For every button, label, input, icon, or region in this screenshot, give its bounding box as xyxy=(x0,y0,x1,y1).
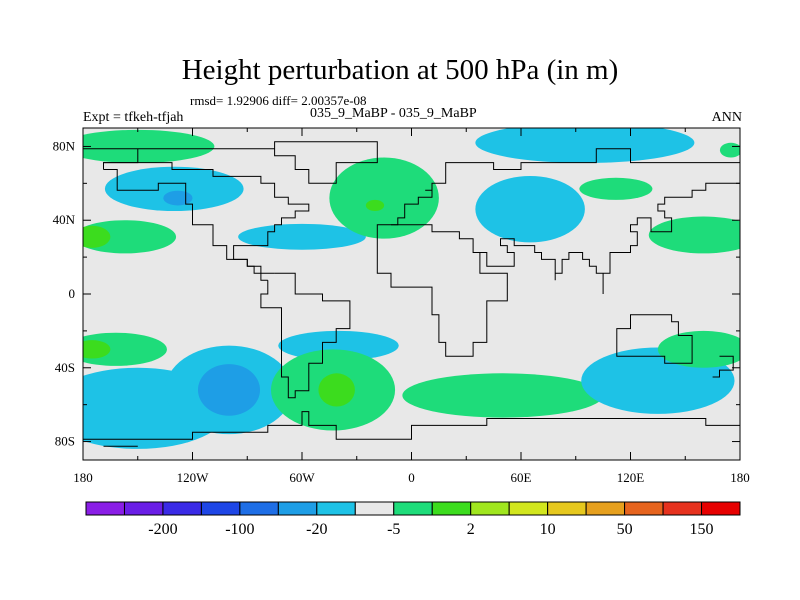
x-tick-label-1: 120W xyxy=(177,470,210,485)
experiment-label: Expt = tfkeh-tfjah xyxy=(83,110,184,125)
colorbar-swatch-15 xyxy=(662,501,703,516)
colorbar-swatch-16 xyxy=(701,501,741,516)
contour-region-21 xyxy=(402,373,604,418)
colorbar-swatch-9 xyxy=(431,501,472,516)
colorbar-label-7: 150 xyxy=(690,521,714,538)
contour-region-8 xyxy=(475,128,695,164)
x-tick-label-6: 180 xyxy=(730,470,750,485)
coastline-5 xyxy=(376,224,508,357)
colorbar-swatch-1 xyxy=(123,501,164,516)
colorbar: -200 -100 -20 -5 2 10 50 150 xyxy=(85,501,741,538)
chart-subtitle: 035_9_MaBP - 035_9_MaBP xyxy=(310,106,477,121)
colorbar-swatch-8 xyxy=(393,501,433,516)
colorbar-swatch-13 xyxy=(585,501,626,516)
contour-region-6 xyxy=(329,157,439,239)
contour-region-7 xyxy=(365,199,385,211)
stats-label: rmsd= 1.92906 diff= 2.00357e-08 xyxy=(190,93,367,108)
x-axis: 180 120W 60W 0 60E 120E 180 xyxy=(73,128,750,485)
x-tick-label-5: 120E xyxy=(617,470,645,485)
colorbar-label-2: -20 xyxy=(306,521,327,538)
colorbar-swatch-2 xyxy=(162,501,202,516)
colorbar-swatch-6 xyxy=(316,501,356,516)
contour-region-23 xyxy=(657,330,740,368)
coastline-8 xyxy=(712,355,734,378)
contour-regions xyxy=(83,128,740,449)
coastline-2 xyxy=(260,272,351,399)
colorbar-swatch-11 xyxy=(508,501,549,516)
colorbar-swatch-7 xyxy=(354,501,395,516)
contour-region-5 xyxy=(238,223,366,250)
contour-region-20 xyxy=(318,373,355,407)
coastline-0 xyxy=(83,141,378,184)
contour-region-2 xyxy=(83,129,215,164)
x-tick-label-4: 60E xyxy=(511,470,532,485)
colorbar-swatch-4 xyxy=(239,501,279,516)
colorbar-swatch-12 xyxy=(547,501,587,516)
colorbar-label-5: 10 xyxy=(540,521,556,538)
y-tick-label-3: 40S xyxy=(55,360,75,375)
y-tick-label-1: 40N xyxy=(53,212,76,227)
coastline-9 xyxy=(83,411,740,440)
colorbar-label-4: 2 xyxy=(467,521,475,538)
contour-region-1 xyxy=(163,190,193,206)
colorbar-label-6: 50 xyxy=(617,521,633,538)
colorbar-swatch-3 xyxy=(200,501,241,516)
chart-title: Height perturbation at 500 hPa (in m) xyxy=(181,54,619,86)
contour-region-12 xyxy=(719,142,740,158)
y-tick-label-2: 0 xyxy=(69,286,76,301)
coastline-3 xyxy=(103,162,310,274)
contour-region-0 xyxy=(104,166,244,211)
x-tick-label-3: 0 xyxy=(408,470,415,485)
x-tick-label-0: 180 xyxy=(73,470,93,485)
colorbar-label-3: -5 xyxy=(387,521,400,538)
season-label: ANN xyxy=(711,110,742,125)
coastlines xyxy=(83,141,740,447)
y-tick-label-0: 80N xyxy=(53,138,76,153)
contour-region-4 xyxy=(83,225,111,248)
colorbar-label-1: -100 xyxy=(225,521,254,538)
contour-region-11 xyxy=(648,216,740,254)
coastline-6 xyxy=(479,176,740,294)
colorbar-label-0: -200 xyxy=(148,521,177,538)
contour-region-3 xyxy=(83,220,177,254)
contour-region-16 xyxy=(83,332,167,366)
x-tick-label-2: 60W xyxy=(289,470,315,485)
colorbar-swatch-10 xyxy=(470,501,510,516)
y-axis: 80N 40N 0 40S 80S xyxy=(53,138,740,449)
contour-region-15 xyxy=(197,364,261,416)
colorbar-swatch-0 xyxy=(85,501,125,516)
contour-region-10 xyxy=(579,177,653,200)
contour-region-17 xyxy=(83,340,111,359)
coastline-4 xyxy=(391,148,740,226)
contour-region-9 xyxy=(475,175,585,243)
y-tick-label-4: 80S xyxy=(55,434,75,449)
colorbar-swatch-14 xyxy=(624,501,664,516)
coastline-7 xyxy=(616,314,693,364)
colorbar-swatch-5 xyxy=(277,501,318,516)
